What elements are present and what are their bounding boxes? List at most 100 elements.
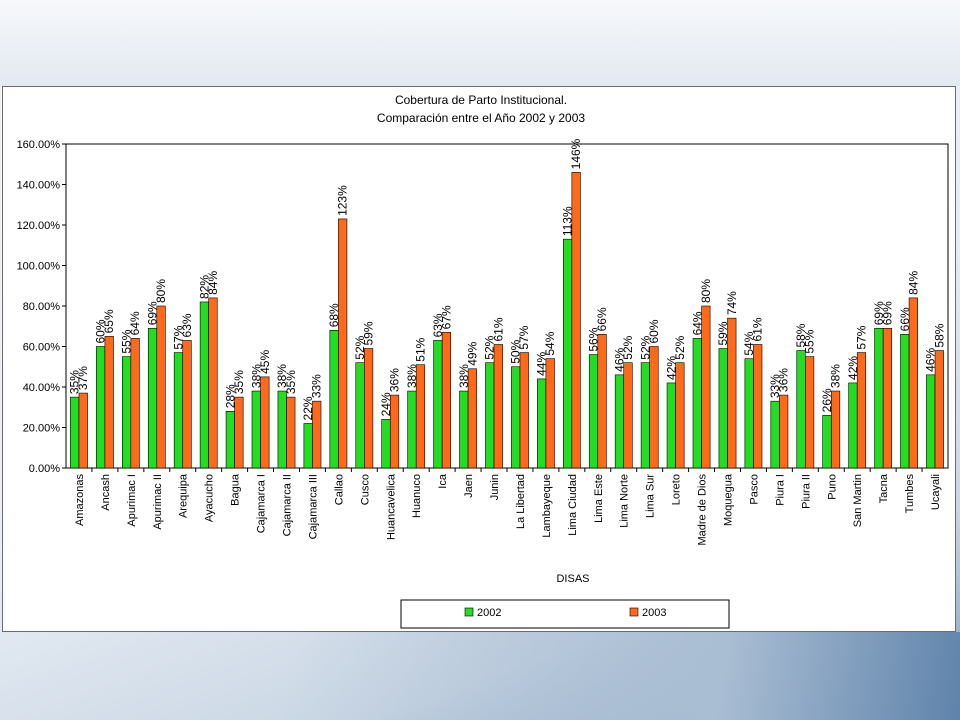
legend-box xyxy=(400,599,730,629)
y-tick-label: 80.00% xyxy=(23,301,61,313)
data-label-2003: 33% xyxy=(310,374,324,398)
x-tick-label: Tumbes xyxy=(904,474,916,514)
bar-2003 xyxy=(727,317,737,469)
data-label-2002: 35% xyxy=(68,370,82,394)
y-tick-label: 100.00% xyxy=(17,261,61,273)
x-tick-label: Jaen xyxy=(463,474,475,498)
data-label-2002: 60% xyxy=(94,319,108,343)
data-label-2003: 51% xyxy=(413,337,427,361)
x-tick-label: Tacna xyxy=(878,473,890,503)
bar-2002 xyxy=(511,366,521,469)
bar-2002 xyxy=(718,348,728,469)
x-tick-label: Lima Sur xyxy=(645,474,657,518)
data-label-2002: 52% xyxy=(638,335,652,359)
data-label-2003: 57% xyxy=(854,325,868,349)
data-label-2003: 38% xyxy=(829,364,843,388)
data-label-2003: 36% xyxy=(388,368,402,392)
bar-2002 xyxy=(485,362,495,469)
x-tick-label: La Libertad xyxy=(515,474,527,529)
bar-2002 xyxy=(666,382,676,469)
data-label-2003: 45% xyxy=(258,350,272,374)
data-label-2003: 64% xyxy=(128,311,142,335)
data-label-2003: 52% xyxy=(673,335,687,359)
x-tick-label: Ancash xyxy=(100,474,112,511)
bar-2002 xyxy=(900,334,910,469)
data-label-2003: 65% xyxy=(102,309,116,333)
data-label-2003: 61% xyxy=(751,317,765,341)
data-label-2003: 80% xyxy=(699,279,713,303)
bar-2002 xyxy=(329,330,339,469)
bar-2002 xyxy=(537,378,547,469)
bar-2002 xyxy=(225,410,235,469)
bar-2003 xyxy=(286,396,296,469)
bar-2002 xyxy=(562,238,573,469)
x-tick-label: Madre de Dios xyxy=(697,474,709,546)
data-label-2002: 69% xyxy=(872,301,886,325)
y-tick-label: 0.00% xyxy=(29,463,60,475)
bar-2003 xyxy=(545,358,555,469)
data-label-2002: 56% xyxy=(587,327,601,351)
x-tick-label: Puno xyxy=(826,474,838,500)
bar-2002 xyxy=(199,301,209,469)
data-label-2002: 113% xyxy=(561,206,575,236)
bar-2002 xyxy=(614,374,625,469)
x-tick-label: Pasco xyxy=(748,474,760,505)
data-label-2002: 42% xyxy=(846,356,860,380)
bar-2002 xyxy=(173,352,184,469)
x-tick-label: Piura II xyxy=(800,474,812,509)
x-tick-label: Cajamarca II xyxy=(282,474,294,536)
data-label-2002: 42% xyxy=(664,356,678,380)
data-label-2003: 146% xyxy=(569,138,583,169)
data-label-2003: 69% xyxy=(880,301,894,325)
x-tick-label: Huanuco xyxy=(411,474,423,518)
data-label-2002: 28% xyxy=(223,384,237,408)
chart-subtitle: Comparación entre el Año 2002 y 2003 xyxy=(377,111,585,125)
y-tick-label: 160.00% xyxy=(17,139,61,151)
bar-2003 xyxy=(312,400,322,469)
x-tick-label: Apurimac I xyxy=(126,474,138,527)
x-tick-label: Arequipa xyxy=(178,473,190,518)
data-label-2002: 69% xyxy=(146,301,160,325)
y-tick-label: 140.00% xyxy=(17,180,61,192)
bar-2003 xyxy=(415,364,426,469)
bar-2003 xyxy=(805,356,815,469)
bar-2002 xyxy=(926,374,936,469)
data-label-2003: 35% xyxy=(284,370,298,394)
bar-2003 xyxy=(882,327,893,469)
bar-2003 xyxy=(182,340,192,469)
bar-2003 xyxy=(830,390,841,469)
data-label-2003: 80% xyxy=(154,279,168,303)
data-label-2002: 38% xyxy=(405,364,419,388)
x-tick-label: Callao xyxy=(333,474,345,505)
data-label-2003: 63% xyxy=(180,313,194,337)
bar-2002 xyxy=(744,358,754,469)
bar-2002 xyxy=(70,396,80,469)
bar-2003 xyxy=(934,350,944,469)
bar-2003 xyxy=(338,218,348,469)
bar-2003 xyxy=(441,332,452,469)
bar-2003 xyxy=(364,348,374,469)
data-label-2002: 38% xyxy=(249,364,263,388)
x-tick-label: Lima Ciudad xyxy=(567,474,579,536)
data-label-2003: 74% xyxy=(725,291,739,315)
bar-2002 xyxy=(770,400,780,469)
data-label-2003: 84% xyxy=(906,271,920,295)
bar-chart: Cobertura de Parto Institucional. Compar… xyxy=(17,93,949,629)
data-label-2002: 58% xyxy=(794,323,808,347)
data-label-2002: 66% xyxy=(898,307,912,331)
data-label-2002: 38% xyxy=(457,364,471,388)
bar-2002 xyxy=(147,327,158,469)
bar-2003 xyxy=(753,344,763,469)
data-label-2002: 22% xyxy=(301,396,315,420)
data-label-2003: 55% xyxy=(803,329,817,353)
data-label-2002: 54% xyxy=(742,331,756,355)
data-label-2002: 26% xyxy=(820,388,834,412)
data-label-2003: 54% xyxy=(543,331,557,355)
chart-title: Cobertura de Parto Institucional. xyxy=(395,93,567,107)
data-label-2003: 36% xyxy=(777,368,791,392)
x-tick-label: San Martin xyxy=(852,474,864,527)
bar-2003 xyxy=(130,338,140,469)
data-label-2003: 37% xyxy=(76,366,90,390)
bar-2002 xyxy=(692,338,702,469)
bar-2002 xyxy=(277,390,287,469)
